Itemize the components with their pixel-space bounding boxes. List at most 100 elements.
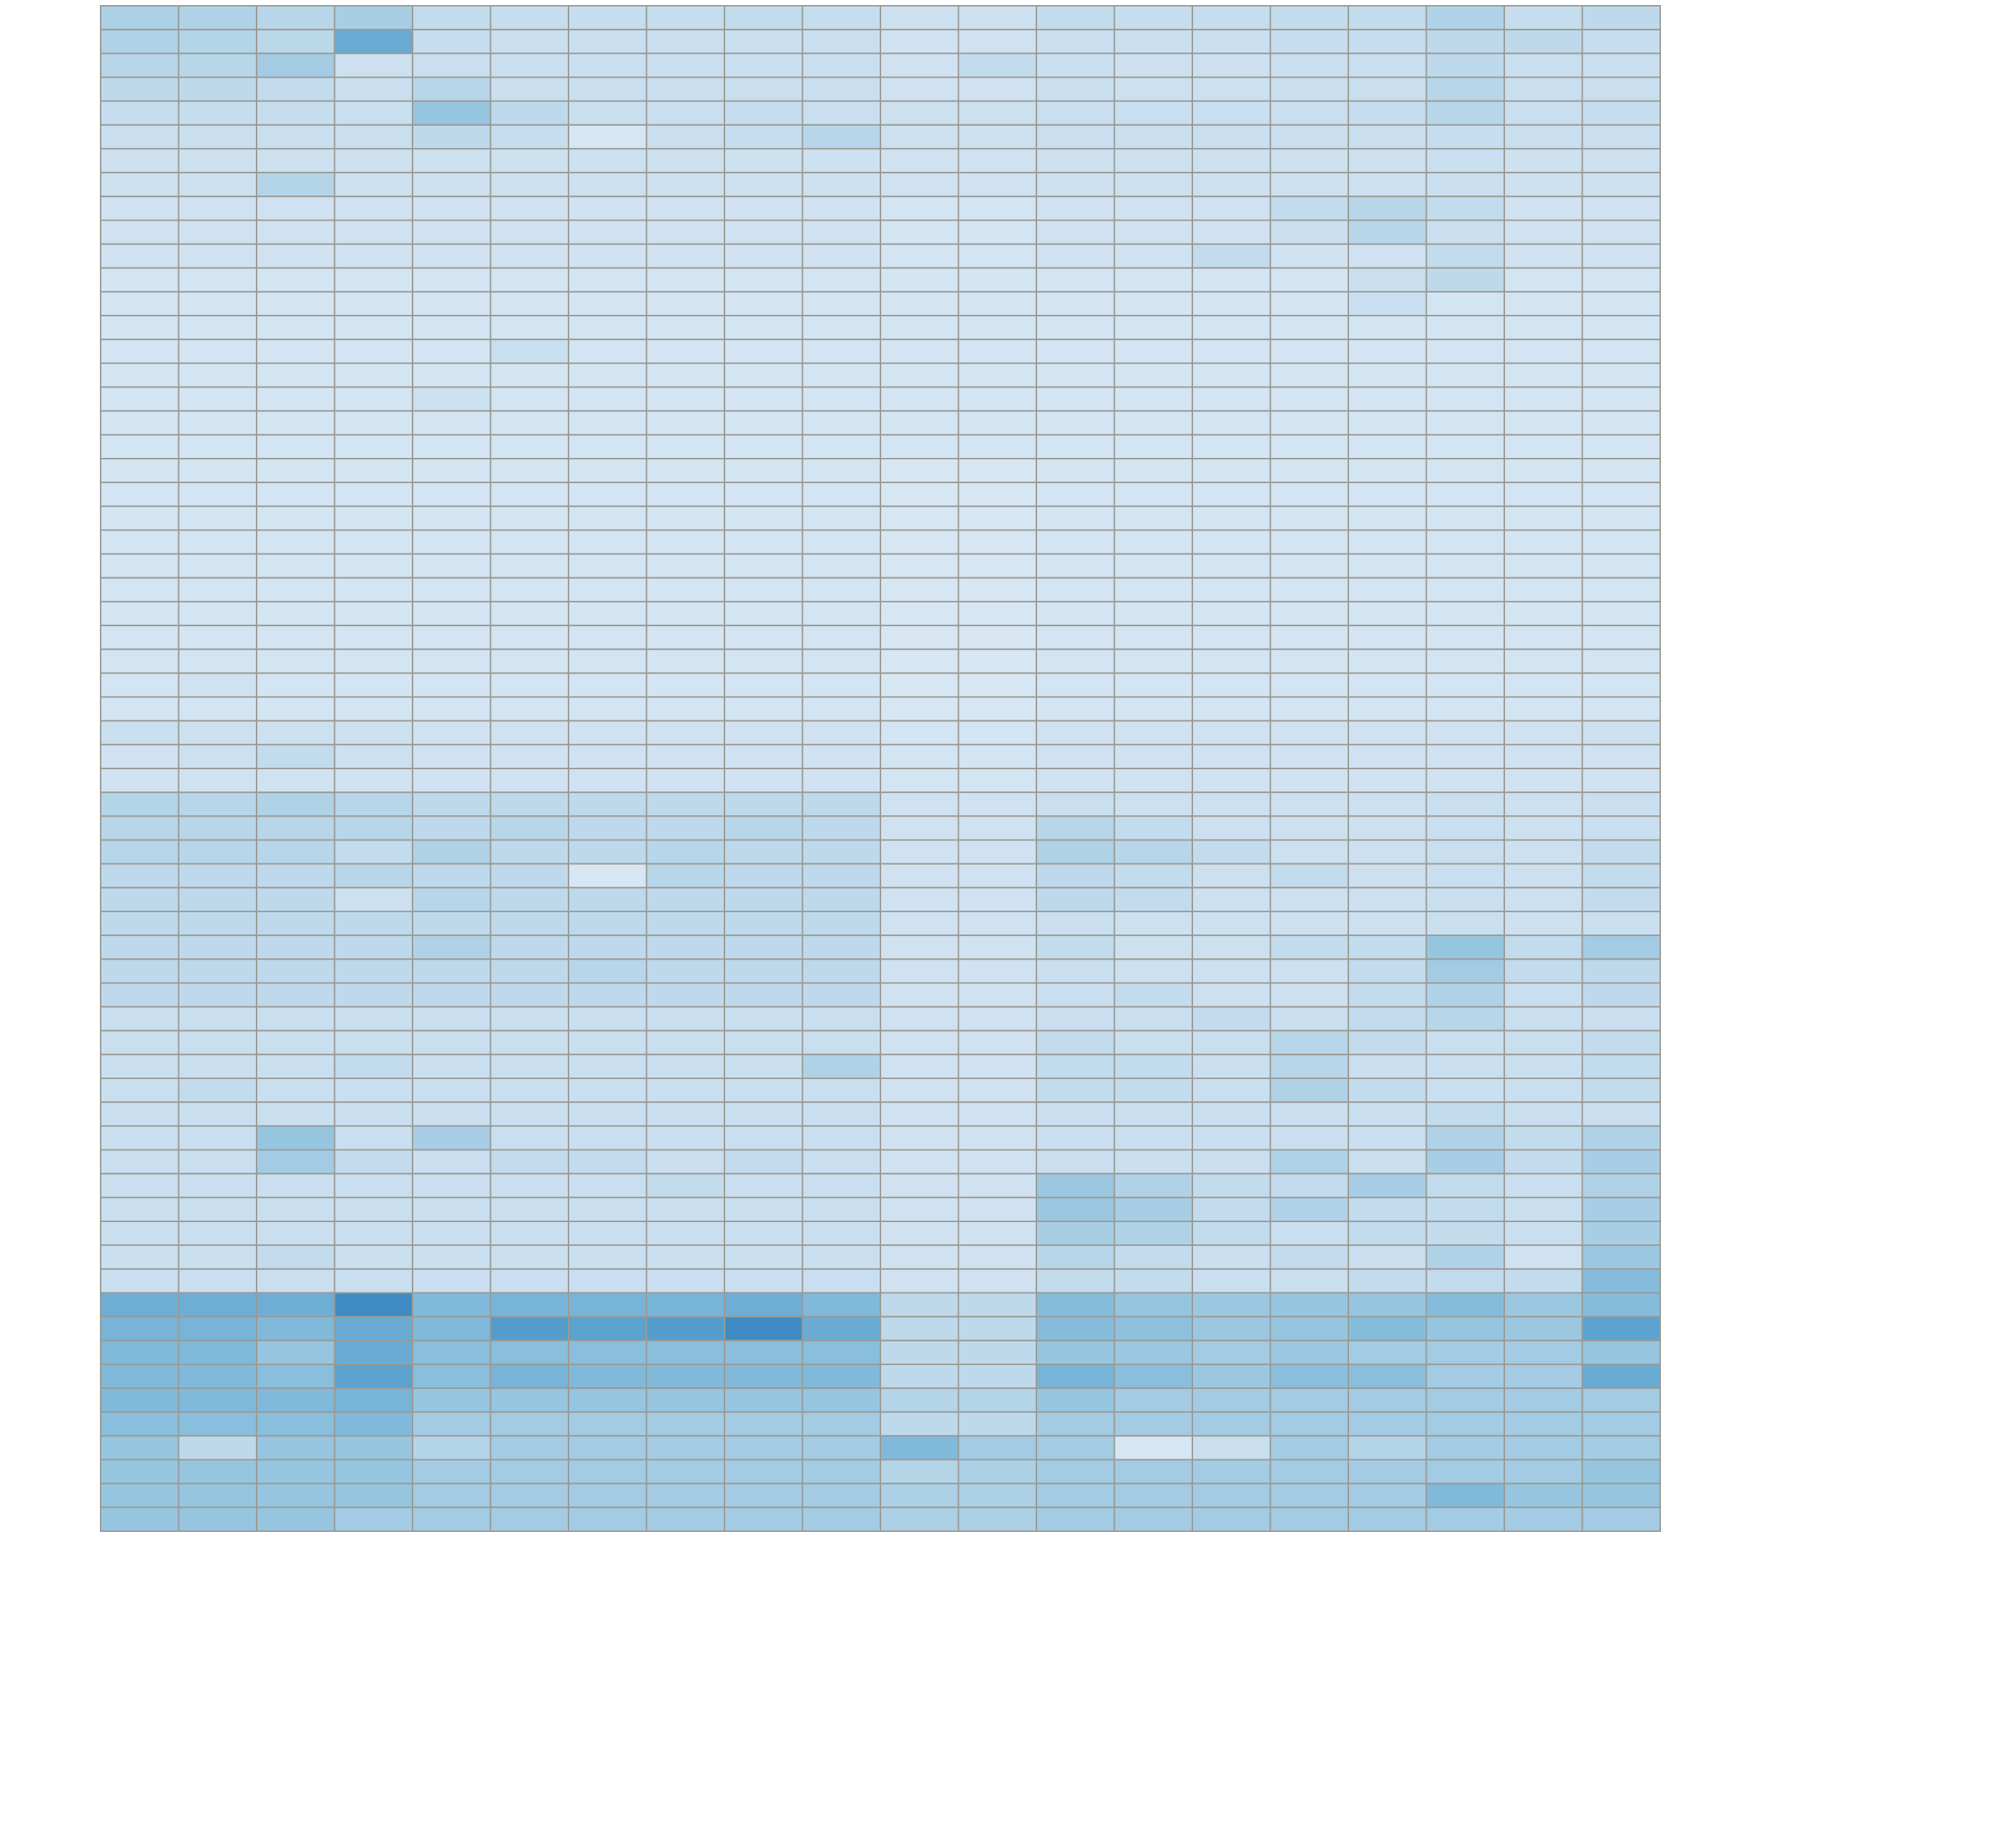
heatmap-cell	[957, 196, 1037, 221]
heatmap-cell	[1504, 147, 1583, 174]
heatmap-cell	[724, 482, 804, 508]
heatmap-cell	[1192, 1244, 1271, 1270]
heatmap-cell	[333, 1029, 413, 1055]
heatmap-cell	[1504, 1006, 1583, 1032]
heatmap-cell	[489, 886, 569, 913]
heatmap-cell	[1425, 577, 1505, 602]
heatmap-cell	[1036, 935, 1115, 960]
heatmap-cell	[880, 433, 959, 459]
heatmap-cell	[801, 958, 881, 984]
heatmap-cell	[1036, 482, 1115, 508]
heatmap-cell	[1581, 648, 1661, 674]
heatmap-cell	[1581, 362, 1661, 388]
heatmap-cell	[724, 696, 804, 722]
heatmap-cell	[1348, 5, 1427, 31]
heatmap-cell	[333, 958, 413, 984]
heatmap-cell	[178, 147, 257, 174]
heatmap-cell	[645, 648, 725, 674]
heatmap-cell	[1504, 553, 1583, 579]
heatmap-cell	[568, 29, 648, 55]
heatmap-cell	[568, 600, 648, 627]
heatmap-cell	[1036, 1292, 1115, 1318]
heatmap-cell	[1348, 1149, 1427, 1175]
heatmap-cell	[256, 172, 336, 198]
heatmap-cell	[256, 1435, 336, 1461]
heatmap-cell	[412, 243, 492, 269]
heatmap-cell	[724, 29, 804, 55]
heatmap-cell	[880, 648, 959, 674]
heatmap-cell	[645, 553, 725, 579]
heatmap-cell	[256, 315, 336, 341]
heatmap-cell	[1192, 648, 1271, 674]
heatmap-cell	[880, 1411, 959, 1437]
heatmap-cell	[1425, 696, 1505, 722]
heatmap-cell	[1269, 1244, 1349, 1270]
heatmap-cell	[256, 196, 336, 221]
heatmap-cell	[100, 863, 180, 889]
heatmap-cell	[1192, 672, 1271, 698]
heatmap-cell	[1425, 625, 1505, 651]
heatmap-cell	[568, 768, 648, 794]
heatmap-cell	[489, 577, 569, 602]
heatmap-cell	[1425, 76, 1505, 102]
heatmap-cell	[256, 1482, 336, 1508]
heatmap-cell	[957, 577, 1037, 602]
heatmap-cell	[645, 1506, 725, 1533]
heatmap-cell	[957, 982, 1037, 1008]
heatmap-cell	[801, 1268, 881, 1294]
heatmap-cell	[333, 1125, 413, 1151]
heatmap-cell	[724, 1078, 804, 1103]
heatmap-cell	[1269, 1029, 1349, 1055]
heatmap-cell	[724, 433, 804, 459]
heatmap-cell	[1504, 935, 1583, 960]
heatmap-cell	[568, 76, 648, 102]
heatmap-cell	[1036, 1053, 1115, 1080]
heatmap-cell	[645, 1221, 725, 1247]
heatmap-cell	[1036, 1172, 1115, 1198]
heatmap-cell	[1113, 791, 1193, 817]
heatmap-cell	[489, 482, 569, 508]
heatmap-cell	[1036, 1078, 1115, 1103]
heatmap-cell	[1036, 267, 1115, 293]
heatmap-cell	[412, 482, 492, 508]
heatmap-cell	[957, 1196, 1037, 1223]
heatmap-cell	[1113, 1339, 1193, 1366]
heatmap-cell	[178, 1172, 257, 1198]
heatmap-cell	[256, 935, 336, 960]
heatmap-cell	[568, 410, 648, 436]
heatmap-cell	[1348, 1316, 1427, 1341]
heatmap-cell	[957, 1053, 1037, 1080]
heatmap-cell	[333, 696, 413, 722]
heatmap-cell	[1504, 648, 1583, 674]
heatmap-cell	[1425, 1459, 1505, 1484]
heatmap-cell	[1113, 696, 1193, 722]
heatmap-cell	[1269, 196, 1349, 221]
heatmap-cell	[1192, 1196, 1271, 1223]
heatmap-cell	[1113, 839, 1193, 865]
heatmap-cell	[880, 1387, 959, 1413]
heatmap-cell	[801, 886, 881, 913]
heatmap-cell	[880, 243, 959, 269]
heatmap-cell	[489, 839, 569, 865]
heatmap-cell	[1504, 1363, 1583, 1390]
heatmap-cell	[1113, 458, 1193, 484]
heatmap-cell	[1504, 672, 1583, 698]
heatmap-cell	[568, 505, 648, 531]
heatmap-cell	[1269, 958, 1349, 984]
heatmap-cell	[1581, 553, 1661, 579]
heatmap-cell	[1581, 577, 1661, 602]
heatmap-cell	[178, 1196, 257, 1223]
heatmap-cell	[880, 5, 959, 31]
heatmap-cell	[568, 1292, 648, 1318]
heatmap-cell	[1504, 290, 1583, 317]
heatmap-cell	[1113, 910, 1193, 937]
heatmap-cell	[801, 458, 881, 484]
heatmap-cell	[568, 1029, 648, 1055]
heatmap-cell	[178, 1292, 257, 1318]
heatmap-cell	[256, 553, 336, 579]
heatmap-cell	[1036, 386, 1115, 412]
heatmap-cell	[1192, 458, 1271, 484]
heatmap-cell	[1269, 1101, 1349, 1127]
heatmap-cell	[333, 529, 413, 555]
heatmap-cell	[1269, 1078, 1349, 1103]
